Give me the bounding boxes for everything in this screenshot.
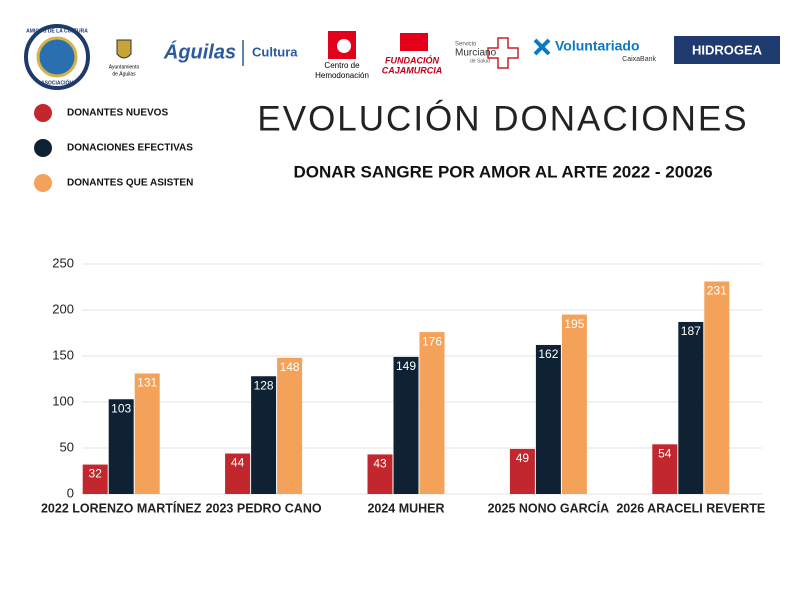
bar xyxy=(678,321,704,494)
logo-text: FUNDACIÓN xyxy=(385,54,439,65)
logo-text: HIDROGEA xyxy=(692,42,763,57)
legend-marker xyxy=(34,104,52,122)
data-label: 32 xyxy=(89,467,103,481)
logo-shield xyxy=(116,39,132,59)
y-tick-label: 50 xyxy=(60,439,74,454)
chart-title: EVOLUCIÓN DONACIONES xyxy=(257,99,748,138)
bar xyxy=(419,332,445,494)
logo-text: Águilas xyxy=(163,40,236,63)
data-label: 231 xyxy=(707,284,727,298)
bar xyxy=(509,448,535,494)
logo-cross xyxy=(487,37,519,69)
data-label: 162 xyxy=(538,347,558,361)
bar xyxy=(108,399,134,494)
bar xyxy=(251,376,277,494)
bar xyxy=(704,281,730,494)
x-tick-label: 2025 NONO GARCÍA xyxy=(488,500,610,515)
data-label: 54 xyxy=(658,446,672,460)
data-label: 49 xyxy=(516,451,530,465)
y-tick-label: 0 xyxy=(67,485,74,500)
data-label: 195 xyxy=(564,317,584,331)
logo-text: CaixaBank xyxy=(622,56,656,63)
logo-text: CAJAMURCIA xyxy=(382,65,443,75)
data-label: 187 xyxy=(681,324,701,338)
bar xyxy=(535,344,561,494)
logo-text: Servicio xyxy=(455,42,477,48)
bar xyxy=(134,373,160,494)
logo-text: AMIGOS DE LA CULTURA xyxy=(26,28,88,34)
bar xyxy=(82,464,108,494)
logo-text: Hemodonación xyxy=(315,71,369,80)
logo-text: Murciano xyxy=(455,48,497,59)
x-tick-label: 2026 ARACELI REVERTE xyxy=(616,501,765,515)
legend-marker xyxy=(34,139,52,157)
logo-hidrogea xyxy=(674,36,780,64)
y-tick-label: 100 xyxy=(52,393,74,408)
y-tick-label: 150 xyxy=(52,347,74,362)
logo-text: Voluntariado xyxy=(555,38,640,54)
logo-text: de Salud xyxy=(470,58,490,64)
x-tick-label: 2022 LORENZO MARTÍNEZ xyxy=(41,500,202,515)
data-label: 131 xyxy=(137,376,157,390)
legend-marker xyxy=(34,174,52,192)
bar xyxy=(561,314,587,494)
data-label: 43 xyxy=(373,457,387,471)
bar xyxy=(277,357,303,494)
x-tick-label: 2024 MUHER xyxy=(367,501,444,515)
logos: AMIGOS DE LA CULTURA ASOCIACIÓN Ayuntami… xyxy=(24,24,780,90)
data-label: 44 xyxy=(231,456,245,470)
bar xyxy=(225,453,251,494)
data-label: 176 xyxy=(422,334,442,348)
logo-text: ASOCIACIÓN xyxy=(41,78,73,86)
legend-label: DONANTES NUEVOS xyxy=(67,108,168,119)
legend-label: DONACIONES EFECTIVAS xyxy=(67,143,193,154)
bar xyxy=(393,356,419,494)
logo-text: Cultura xyxy=(252,44,298,59)
data-label: 148 xyxy=(280,360,300,374)
y-tick-label: 200 xyxy=(52,301,74,316)
logo-emblem xyxy=(36,36,78,78)
data-label: 128 xyxy=(254,378,274,392)
legend-label: DONANTES QUE ASISTEN xyxy=(67,178,193,189)
logo-cam xyxy=(400,33,428,51)
logo-star xyxy=(533,38,551,56)
y-tick-label: 250 xyxy=(52,255,74,270)
data-label: 149 xyxy=(396,359,416,373)
bar xyxy=(652,444,678,494)
logo-hemo-dot xyxy=(337,39,351,53)
bar xyxy=(367,454,393,494)
logo-text: Ayuntamiento xyxy=(109,64,140,70)
chart-subtitle: DONAR SANGRE POR AMOR AL ARTE 2022 - 200… xyxy=(293,162,712,181)
x-tick-label: 2023 PEDRO CANO xyxy=(206,501,322,515)
logo-text: de Águilas xyxy=(112,70,136,77)
logo-text: Centro de xyxy=(324,61,360,70)
data-label: 103 xyxy=(111,401,131,415)
